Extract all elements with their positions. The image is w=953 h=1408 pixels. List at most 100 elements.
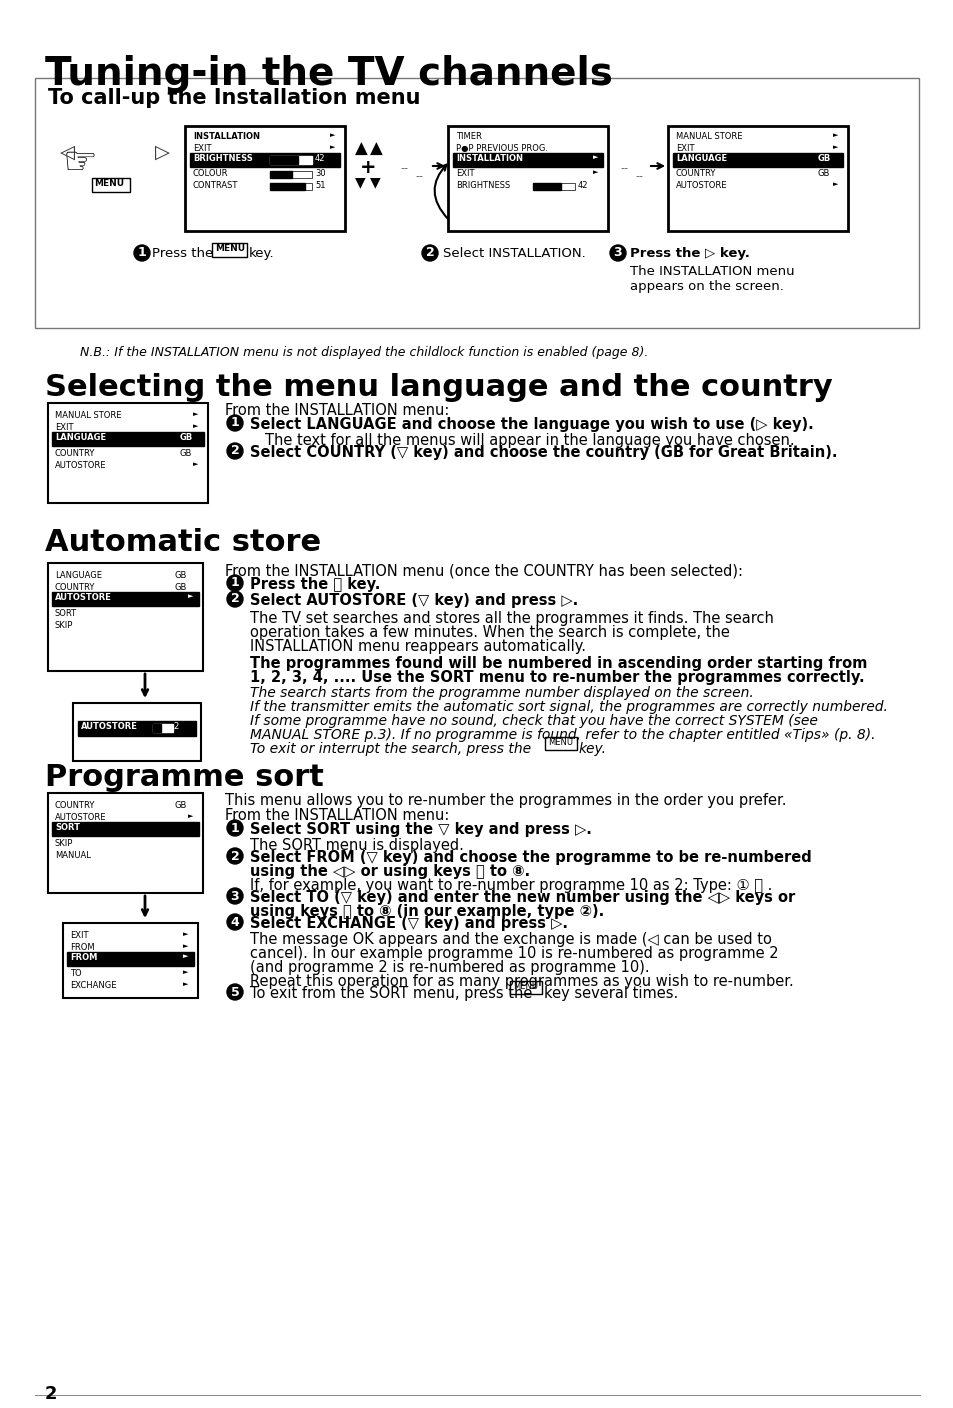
Text: GB: GB xyxy=(817,153,830,163)
Text: TO: TO xyxy=(70,969,82,979)
Text: The TV set searches and stores all the programmes it finds. The search: The TV set searches and stores all the p… xyxy=(250,611,773,627)
Text: FROM: FROM xyxy=(70,953,97,962)
Text: GB: GB xyxy=(174,801,187,810)
Text: Select AUTOSTORE (▽ key) and press ▷.: Select AUTOSTORE (▽ key) and press ▷. xyxy=(250,593,578,608)
Bar xyxy=(63,924,198,998)
Text: AUTOSTORE: AUTOSTORE xyxy=(81,722,138,731)
Text: Programme sort: Programme sort xyxy=(45,763,323,791)
Text: 3: 3 xyxy=(613,246,621,259)
Text: ►: ► xyxy=(183,981,188,987)
Text: ▲: ▲ xyxy=(370,139,382,158)
Bar xyxy=(152,724,161,732)
Text: EXCHANGE: EXCHANGE xyxy=(70,981,116,990)
Text: If the transmitter emits the automatic sort signal, the programmes are correctly: If the transmitter emits the automatic s… xyxy=(250,700,887,714)
Text: This menu allows you to re-number the programmes in the order you prefer.: This menu allows you to re-number the pr… xyxy=(225,793,785,808)
Text: key several times.: key several times. xyxy=(543,986,678,1001)
Text: 42: 42 xyxy=(314,153,325,163)
Circle shape xyxy=(227,574,243,591)
Text: Selecting the menu language and the country: Selecting the menu language and the coun… xyxy=(45,373,832,403)
Text: GB: GB xyxy=(817,169,829,177)
Text: To exit or interrupt the search, press the: To exit or interrupt the search, press t… xyxy=(250,742,531,756)
Bar xyxy=(52,822,199,836)
Bar xyxy=(67,952,193,966)
Bar xyxy=(544,736,577,750)
Text: COUNTRY: COUNTRY xyxy=(676,169,716,177)
Text: COUNTRY: COUNTRY xyxy=(55,449,95,458)
Text: Select TO (▽ key) and enter the new number using the ◁▷ keys or: Select TO (▽ key) and enter the new numb… xyxy=(250,890,795,905)
Text: Press the ▷ key.: Press the ▷ key. xyxy=(629,246,749,260)
Circle shape xyxy=(227,888,243,904)
Text: EXIT: EXIT xyxy=(456,169,474,177)
Bar xyxy=(453,153,602,168)
Text: LANGUAGE: LANGUAGE xyxy=(676,153,726,163)
Text: ►: ► xyxy=(188,812,193,819)
Circle shape xyxy=(227,591,243,607)
Text: AUTOSTORE: AUTOSTORE xyxy=(55,593,112,603)
Text: SKIP: SKIP xyxy=(55,839,73,848)
Text: ►: ► xyxy=(193,411,198,417)
Text: ►: ► xyxy=(183,931,188,936)
Text: From the INSTALLATION menu (once the COUNTRY has been selected):: From the INSTALLATION menu (once the COU… xyxy=(225,563,742,579)
Text: BRIGHTNESS: BRIGHTNESS xyxy=(456,182,510,190)
Text: cancel). In our example programme 10 is re-numbered as programme 2: cancel). In our example programme 10 is … xyxy=(250,946,778,962)
Circle shape xyxy=(227,444,243,459)
Text: +: + xyxy=(359,158,376,177)
Text: SORT: SORT xyxy=(55,824,80,832)
Circle shape xyxy=(227,819,243,836)
Bar xyxy=(212,244,247,258)
Text: using keys ⓪ to ⑧ (in our example, type ②).: using keys ⓪ to ⑧ (in our example, type … xyxy=(250,904,603,919)
Text: 1: 1 xyxy=(231,821,239,835)
Text: INSTALLATION: INSTALLATION xyxy=(193,132,260,141)
Circle shape xyxy=(227,984,243,1000)
Text: Select COUNTRY (▽ key) and choose the country (GB for Great Britain).: Select COUNTRY (▽ key) and choose the co… xyxy=(250,445,837,460)
Text: Press the: Press the xyxy=(152,246,213,260)
Text: P●P PREVIOUS PROG.: P●P PREVIOUS PROG. xyxy=(456,144,547,153)
Text: Select FROM (▽ key) and choose the programme to be re-numbered: Select FROM (▽ key) and choose the progr… xyxy=(250,850,811,865)
Text: ►: ► xyxy=(593,153,598,161)
Text: --: -- xyxy=(635,170,642,182)
Text: The text for all the menus will appear in the language you have chosen.: The text for all the menus will appear i… xyxy=(265,434,794,448)
Text: GB: GB xyxy=(174,572,187,580)
Text: 2: 2 xyxy=(231,445,239,458)
Text: MANUAL STORE: MANUAL STORE xyxy=(676,132,741,141)
Bar xyxy=(78,721,195,736)
Bar xyxy=(270,170,312,177)
Text: FROM: FROM xyxy=(70,943,94,952)
Text: EXIT: EXIT xyxy=(70,931,89,941)
Text: CONTRAST: CONTRAST xyxy=(193,182,238,190)
Text: To call-up the Installation menu: To call-up the Installation menu xyxy=(48,87,420,108)
Text: COUNTRY: COUNTRY xyxy=(55,801,95,810)
Text: 2: 2 xyxy=(231,593,239,605)
Text: ▼: ▼ xyxy=(370,175,380,189)
Text: MENU: MENU xyxy=(94,179,124,189)
Text: Select LANGUAGE and choose the language you wish to use (▷ key).: Select LANGUAGE and choose the language … xyxy=(250,417,813,432)
Text: COUNTRY: COUNTRY xyxy=(55,583,95,591)
Bar xyxy=(270,183,305,190)
Text: ►: ► xyxy=(193,460,198,467)
Text: The SORT menu is displayed.: The SORT menu is displayed. xyxy=(250,838,463,853)
Text: 2: 2 xyxy=(172,722,178,731)
Bar xyxy=(48,403,208,503)
Text: MANUAL: MANUAL xyxy=(55,850,91,860)
Text: ►: ► xyxy=(832,132,838,138)
Text: ►: ► xyxy=(593,169,598,175)
Text: 42: 42 xyxy=(578,182,588,190)
Bar xyxy=(52,432,204,446)
Text: AUTOSTORE: AUTOSTORE xyxy=(676,182,727,190)
Text: The programmes found will be numbered in ascending order starting from: The programmes found will be numbered in… xyxy=(250,656,866,672)
Text: 2: 2 xyxy=(231,849,239,863)
Bar xyxy=(185,125,345,231)
Text: MENU: MENU xyxy=(513,981,537,991)
Text: ◁: ◁ xyxy=(60,144,75,162)
Bar xyxy=(270,156,297,163)
Text: ►: ► xyxy=(832,182,838,187)
Text: EXIT: EXIT xyxy=(193,144,212,153)
Text: To exit from the SORT menu, press the: To exit from the SORT menu, press the xyxy=(250,986,532,1001)
Bar xyxy=(73,703,201,760)
Text: GB: GB xyxy=(174,583,187,591)
Bar xyxy=(448,125,607,231)
Text: --: -- xyxy=(415,170,422,182)
Circle shape xyxy=(227,848,243,865)
Text: 2: 2 xyxy=(425,246,434,259)
Circle shape xyxy=(227,415,243,431)
